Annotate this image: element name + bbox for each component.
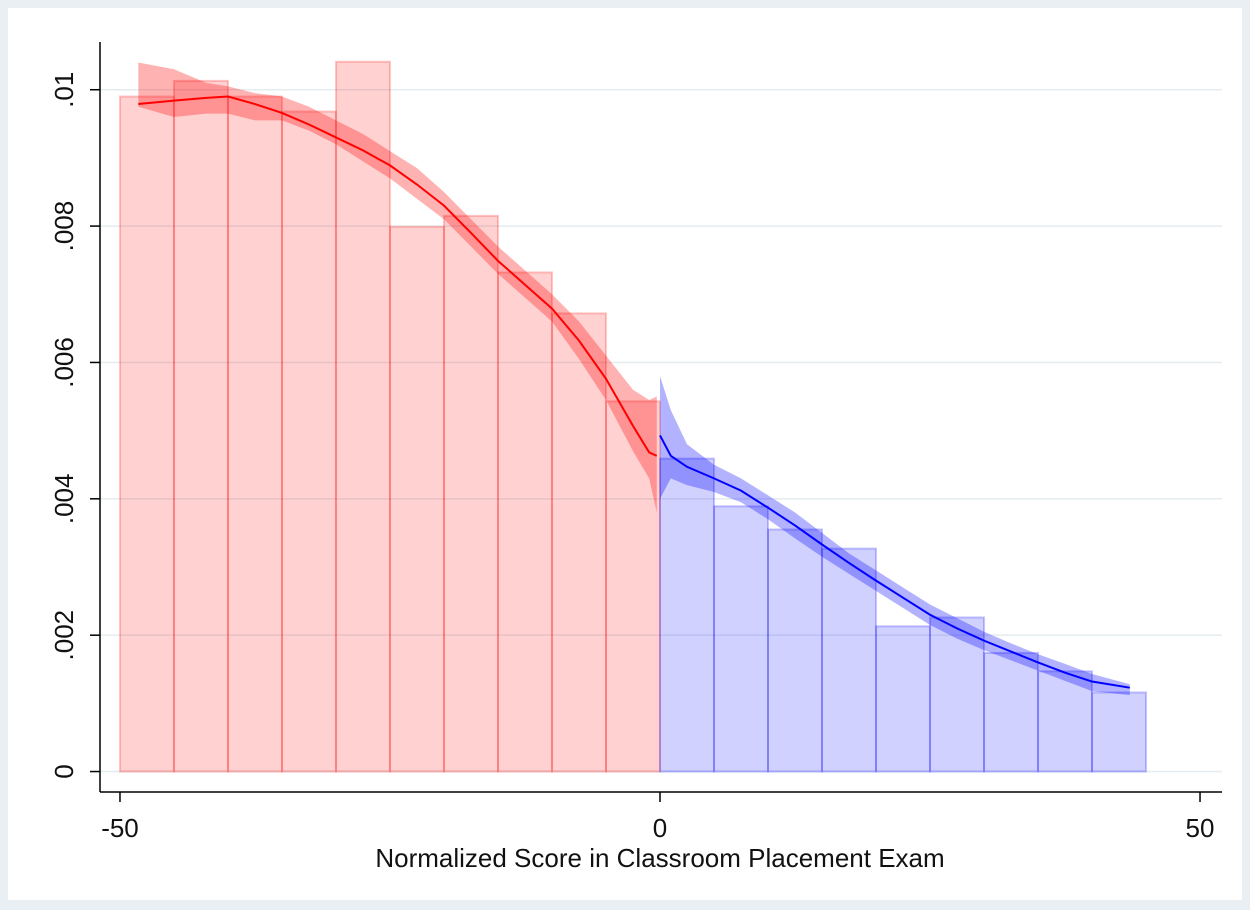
bar	[550, 312, 607, 773]
x-tick-label: -50	[101, 813, 139, 843]
bar	[604, 400, 661, 773]
grid	[100, 88, 1222, 773]
bar	[767, 528, 824, 773]
bar	[1037, 670, 1094, 773]
bar	[1091, 691, 1148, 773]
bar	[929, 616, 986, 773]
bar	[334, 60, 391, 773]
bar	[983, 651, 1040, 773]
y-tick-label: 0	[49, 764, 79, 778]
x-axis-title: Normalized Score in Classroom Placement …	[375, 843, 944, 873]
bar	[713, 505, 770, 773]
fits	[138, 62, 1130, 696]
bar	[118, 95, 175, 773]
bars	[118, 60, 1148, 773]
bar	[226, 95, 283, 773]
bar	[875, 625, 932, 773]
y-tick-label: .002	[49, 610, 79, 661]
axes: 0 .002 .004 .006 .008 .01 -50 0 50	[49, 42, 1222, 843]
chart-panel	[8, 8, 1242, 900]
fit-line	[659, 434, 1130, 689]
bar	[821, 547, 878, 773]
y-tick-label: .006	[49, 337, 79, 388]
x-tick-label: 50	[1186, 813, 1215, 843]
y-tick-label: .004	[49, 474, 79, 525]
bar	[280, 110, 337, 773]
confidence-band	[138, 62, 657, 513]
y-tick-label: .008	[49, 201, 79, 252]
bar	[659, 457, 716, 773]
bar	[442, 214, 499, 773]
bar	[388, 225, 445, 773]
x-tick-label: 0	[653, 813, 667, 843]
bar	[172, 79, 229, 773]
fit-line	[138, 95, 658, 457]
y-tick-label: .01	[49, 72, 79, 108]
bar	[496, 271, 553, 773]
